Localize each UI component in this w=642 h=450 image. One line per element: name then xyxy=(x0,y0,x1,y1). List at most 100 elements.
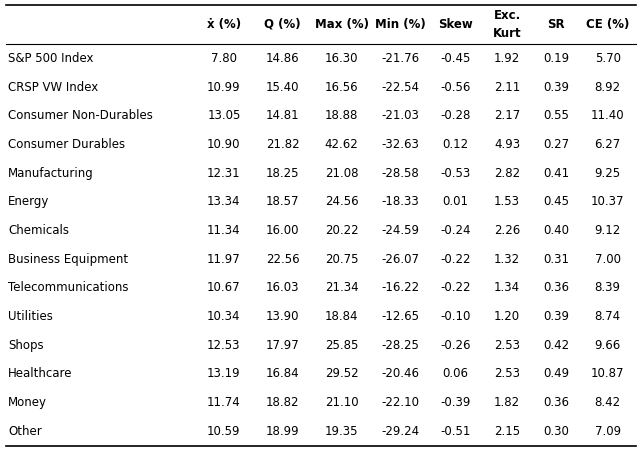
Text: 8.74: 8.74 xyxy=(594,310,621,323)
Text: 2.11: 2.11 xyxy=(494,81,520,94)
Text: 4.93: 4.93 xyxy=(494,138,520,151)
Text: 0.39: 0.39 xyxy=(543,310,569,323)
Text: -32.63: -32.63 xyxy=(381,138,419,151)
Text: 2.53: 2.53 xyxy=(494,339,520,351)
Text: 42.62: 42.62 xyxy=(325,138,358,151)
Text: 21.08: 21.08 xyxy=(325,166,358,180)
Text: 14.86: 14.86 xyxy=(266,52,300,65)
Text: 0.40: 0.40 xyxy=(543,224,569,237)
Text: 20.75: 20.75 xyxy=(325,253,358,266)
Text: -21.03: -21.03 xyxy=(381,109,419,122)
Text: 9.12: 9.12 xyxy=(594,224,621,237)
Text: Healthcare: Healthcare xyxy=(8,367,73,380)
Text: Exc.: Exc. xyxy=(494,9,521,22)
Text: 2.53: 2.53 xyxy=(494,367,520,380)
Text: 0.36: 0.36 xyxy=(543,281,569,294)
Text: 16.84: 16.84 xyxy=(266,367,300,380)
Text: -22.10: -22.10 xyxy=(381,396,420,409)
Text: -16.22: -16.22 xyxy=(381,281,420,294)
Text: Skew: Skew xyxy=(438,18,473,31)
Text: 29.52: 29.52 xyxy=(325,367,358,380)
Text: -0.51: -0.51 xyxy=(440,425,471,438)
Text: -0.24: -0.24 xyxy=(440,224,471,237)
Text: Business Equipment: Business Equipment xyxy=(8,253,128,266)
Text: -0.22: -0.22 xyxy=(440,281,471,294)
Text: 1.20: 1.20 xyxy=(494,310,520,323)
Text: -18.33: -18.33 xyxy=(382,195,419,208)
Text: -0.22: -0.22 xyxy=(440,253,471,266)
Text: -26.07: -26.07 xyxy=(381,253,420,266)
Text: CE (%): CE (%) xyxy=(586,18,629,31)
Text: 19.35: 19.35 xyxy=(325,425,358,438)
Text: 16.03: 16.03 xyxy=(266,281,300,294)
Text: 15.40: 15.40 xyxy=(266,81,300,94)
Text: 10.37: 10.37 xyxy=(591,195,625,208)
Text: 12.53: 12.53 xyxy=(207,339,241,351)
Text: 5.70: 5.70 xyxy=(594,52,621,65)
Text: -0.45: -0.45 xyxy=(440,52,471,65)
Text: -12.65: -12.65 xyxy=(381,310,420,323)
Text: 1.32: 1.32 xyxy=(494,253,520,266)
Text: Consumer Durables: Consumer Durables xyxy=(8,138,125,151)
Text: 0.30: 0.30 xyxy=(543,425,569,438)
Text: Utilities: Utilities xyxy=(8,310,53,323)
Text: -21.76: -21.76 xyxy=(381,52,420,65)
Text: 14.81: 14.81 xyxy=(266,109,300,122)
Text: -0.56: -0.56 xyxy=(440,81,471,94)
Text: 17.97: 17.97 xyxy=(266,339,300,351)
Text: 24.56: 24.56 xyxy=(325,195,358,208)
Text: Other: Other xyxy=(8,425,42,438)
Text: -0.28: -0.28 xyxy=(440,109,471,122)
Text: 0.42: 0.42 xyxy=(543,339,569,351)
Text: 10.34: 10.34 xyxy=(207,310,241,323)
Text: ẋ (%): ẋ (%) xyxy=(207,18,241,31)
Text: 8.42: 8.42 xyxy=(594,396,621,409)
Text: Kurt: Kurt xyxy=(493,27,521,40)
Text: 1.82: 1.82 xyxy=(494,396,520,409)
Text: 21.10: 21.10 xyxy=(325,396,358,409)
Text: Q (%): Q (%) xyxy=(265,18,301,31)
Text: 16.00: 16.00 xyxy=(266,224,300,237)
Text: 0.39: 0.39 xyxy=(543,81,569,94)
Text: Shops: Shops xyxy=(8,339,44,351)
Text: 1.53: 1.53 xyxy=(494,195,520,208)
Text: 1.34: 1.34 xyxy=(494,281,520,294)
Text: 8.39: 8.39 xyxy=(594,281,621,294)
Text: 0.49: 0.49 xyxy=(543,367,569,380)
Text: -29.24: -29.24 xyxy=(381,425,420,438)
Text: 18.99: 18.99 xyxy=(266,425,300,438)
Text: 0.36: 0.36 xyxy=(543,396,569,409)
Text: 10.99: 10.99 xyxy=(207,81,241,94)
Text: 16.30: 16.30 xyxy=(325,52,358,65)
Text: SR: SR xyxy=(548,18,565,31)
Text: -0.53: -0.53 xyxy=(440,166,471,180)
Text: 10.90: 10.90 xyxy=(207,138,241,151)
Text: -24.59: -24.59 xyxy=(381,224,420,237)
Text: -20.46: -20.46 xyxy=(381,367,420,380)
Text: 13.05: 13.05 xyxy=(207,109,241,122)
Text: -0.26: -0.26 xyxy=(440,339,471,351)
Text: 0.01: 0.01 xyxy=(443,195,469,208)
Text: 13.34: 13.34 xyxy=(207,195,241,208)
Text: Money: Money xyxy=(8,396,48,409)
Text: 21.82: 21.82 xyxy=(266,138,300,151)
Text: 10.67: 10.67 xyxy=(207,281,241,294)
Text: 16.56: 16.56 xyxy=(325,81,358,94)
Text: CRSP VW Index: CRSP VW Index xyxy=(8,81,99,94)
Text: 9.25: 9.25 xyxy=(594,166,621,180)
Text: 13.19: 13.19 xyxy=(207,367,241,380)
Text: 2.15: 2.15 xyxy=(494,425,520,438)
Text: -0.10: -0.10 xyxy=(440,310,471,323)
Text: -28.25: -28.25 xyxy=(381,339,419,351)
Text: 12.31: 12.31 xyxy=(207,166,241,180)
Text: Chemicals: Chemicals xyxy=(8,224,69,237)
Text: -28.58: -28.58 xyxy=(382,166,419,180)
Text: 18.88: 18.88 xyxy=(325,109,358,122)
Text: Energy: Energy xyxy=(8,195,49,208)
Text: -22.54: -22.54 xyxy=(381,81,420,94)
Text: 11.40: 11.40 xyxy=(591,109,625,122)
Text: Manufacturing: Manufacturing xyxy=(8,166,94,180)
Text: Max (%): Max (%) xyxy=(315,18,369,31)
Text: 9.66: 9.66 xyxy=(594,339,621,351)
Text: 0.06: 0.06 xyxy=(443,367,469,380)
